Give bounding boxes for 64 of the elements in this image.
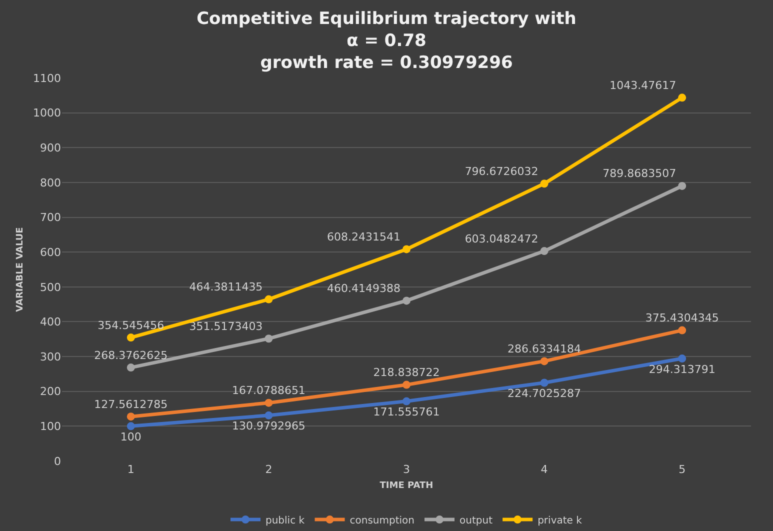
data-label: 224.7025287 (508, 387, 582, 400)
point (540, 180, 548, 188)
point (402, 296, 410, 305)
data-label: 130.9792965 (232, 420, 306, 433)
data-label: 375.4304345 (645, 312, 719, 325)
y-tick-label: 1000 (33, 106, 61, 120)
y-tick-label: 700 (40, 211, 61, 224)
point (678, 326, 686, 334)
y-tick-label: 300 (40, 350, 61, 364)
y-tick-label: 800 (40, 176, 61, 190)
point (264, 411, 273, 420)
point (678, 354, 686, 363)
point (402, 245, 410, 254)
data-label: 286.6334184 (508, 342, 582, 356)
data-label: 268.3762625 (94, 348, 168, 362)
y-tick-label: 400 (40, 316, 61, 329)
point (402, 397, 410, 406)
y-tick-label: 0 (54, 454, 61, 468)
data-label: 1043.47617 (610, 78, 676, 92)
data-label: 127.5612785 (94, 398, 168, 411)
y-tick-label: 500 (40, 280, 61, 294)
point (264, 295, 273, 304)
point (402, 380, 410, 389)
point (126, 412, 135, 421)
y-tick-label: 100 (40, 420, 61, 434)
data-label: 167.0788651 (232, 384, 306, 398)
point (264, 334, 273, 343)
point (540, 247, 548, 256)
point (540, 378, 548, 387)
data-label: 294.313791 (648, 362, 716, 376)
data-label: 354.545456 (98, 318, 164, 332)
legend-label: consumption (350, 515, 415, 526)
point (678, 94, 686, 102)
y-tick-label: 900 (40, 141, 61, 154)
legend-label: private k (538, 515, 582, 526)
data-label: 464.3811435 (189, 280, 263, 294)
x-tick-label: 2 (265, 463, 272, 476)
data-label: 608.2431541 (327, 230, 400, 244)
data-label: 460.4149388 (327, 282, 400, 295)
data-label: 603.0482472 (464, 232, 538, 246)
data-label: 351.5173403 (189, 320, 263, 333)
legend-label: public k (266, 515, 305, 526)
y-tick-label: 1100 (33, 72, 61, 85)
point (126, 334, 135, 342)
point (264, 398, 273, 407)
chart-title: Competitive Equilibrium trajectory with α = 0.78 growth rate = 0.30979296 (196, 8, 576, 74)
x-axis-title: TIME PATH (380, 480, 434, 491)
x-tick-label: 5 (678, 463, 686, 476)
data-label: 796.6726032 (464, 164, 538, 178)
y-axis-title: VARIABLE VALUE (15, 227, 26, 312)
x-tick-label: 1 (127, 463, 134, 476)
data-label: 171.555761 (373, 406, 440, 419)
point (126, 422, 135, 430)
x-tick-label: 3 (403, 463, 410, 476)
data-label: 789.8683507 (602, 167, 676, 180)
data-label: 100 (120, 430, 142, 444)
y-tick-label: 600 (40, 246, 61, 259)
y-tick-label: 200 (40, 385, 61, 398)
legend-label: output (460, 515, 493, 526)
point (678, 182, 686, 190)
point (126, 364, 135, 372)
point (540, 357, 548, 366)
data-label: 218.838722 (373, 366, 440, 380)
x-tick-label: 4 (540, 463, 548, 476)
